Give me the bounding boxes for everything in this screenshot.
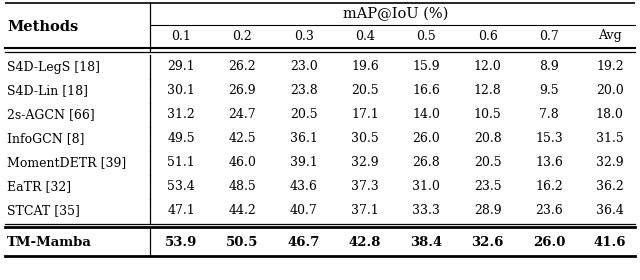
Text: 26.9: 26.9: [228, 85, 256, 97]
Text: 17.1: 17.1: [351, 109, 379, 122]
Text: 30.1: 30.1: [167, 85, 195, 97]
Text: EaTR [32]: EaTR [32]: [7, 181, 71, 193]
Text: 19.2: 19.2: [596, 60, 623, 74]
Text: 31.5: 31.5: [596, 132, 623, 146]
Text: 23.8: 23.8: [290, 85, 317, 97]
Text: 36.1: 36.1: [290, 132, 317, 146]
Text: 14.0: 14.0: [412, 109, 440, 122]
Text: 23.6: 23.6: [535, 204, 563, 218]
Text: 51.1: 51.1: [167, 157, 195, 169]
Text: 26.0: 26.0: [532, 235, 565, 249]
Text: 36.4: 36.4: [596, 204, 624, 218]
Text: 23.5: 23.5: [474, 181, 501, 193]
Text: 42.5: 42.5: [228, 132, 256, 146]
Text: InfoGCN [8]: InfoGCN [8]: [7, 132, 84, 146]
Text: 31.2: 31.2: [167, 109, 195, 122]
Text: 32.6: 32.6: [472, 235, 504, 249]
Text: 26.0: 26.0: [412, 132, 440, 146]
Text: 19.6: 19.6: [351, 60, 379, 74]
Text: 46.0: 46.0: [228, 157, 256, 169]
Text: 41.6: 41.6: [593, 235, 626, 249]
Text: 32.9: 32.9: [596, 157, 623, 169]
Text: 26.8: 26.8: [412, 157, 440, 169]
Text: 20.5: 20.5: [290, 109, 317, 122]
Text: 37.3: 37.3: [351, 181, 379, 193]
Text: 50.5: 50.5: [226, 235, 259, 249]
Text: 31.0: 31.0: [412, 181, 440, 193]
Text: 8.9: 8.9: [539, 60, 559, 74]
Text: 49.5: 49.5: [167, 132, 195, 146]
Text: 2s-AGCN [66]: 2s-AGCN [66]: [7, 109, 95, 122]
Text: MomentDETR [39]: MomentDETR [39]: [7, 157, 126, 169]
Text: 13.6: 13.6: [535, 157, 563, 169]
Text: 33.3: 33.3: [412, 204, 440, 218]
Text: 7.8: 7.8: [539, 109, 559, 122]
Text: 12.0: 12.0: [474, 60, 502, 74]
Text: TM-Mamba: TM-Mamba: [7, 235, 92, 249]
Text: 0.4: 0.4: [355, 29, 375, 43]
Text: 47.1: 47.1: [167, 204, 195, 218]
Text: 23.0: 23.0: [290, 60, 317, 74]
Text: 30.5: 30.5: [351, 132, 379, 146]
Text: 53.9: 53.9: [165, 235, 197, 249]
Text: 20.5: 20.5: [351, 85, 379, 97]
Text: S4D-LegS [18]: S4D-LegS [18]: [7, 60, 100, 74]
Text: 15.3: 15.3: [535, 132, 563, 146]
Text: 20.8: 20.8: [474, 132, 502, 146]
Text: S4D-Lin [18]: S4D-Lin [18]: [7, 85, 88, 97]
Text: 39.1: 39.1: [290, 157, 317, 169]
Text: 46.7: 46.7: [287, 235, 320, 249]
Text: 26.2: 26.2: [228, 60, 256, 74]
Text: mAP@IoU (%): mAP@IoU (%): [342, 7, 448, 21]
Text: Methods: Methods: [7, 20, 78, 34]
Text: 0.5: 0.5: [417, 29, 436, 43]
Text: 38.4: 38.4: [410, 235, 442, 249]
Text: 0.1: 0.1: [171, 29, 191, 43]
Text: 20.5: 20.5: [474, 157, 501, 169]
Text: 0.3: 0.3: [294, 29, 314, 43]
Text: 12.8: 12.8: [474, 85, 502, 97]
Text: 0.2: 0.2: [232, 29, 252, 43]
Text: 48.5: 48.5: [228, 181, 256, 193]
Text: 37.1: 37.1: [351, 204, 379, 218]
Text: 20.0: 20.0: [596, 85, 623, 97]
Text: 43.6: 43.6: [290, 181, 317, 193]
Text: 0.7: 0.7: [539, 29, 559, 43]
Text: 36.2: 36.2: [596, 181, 623, 193]
Text: 18.0: 18.0: [596, 109, 624, 122]
Text: 32.9: 32.9: [351, 157, 379, 169]
Text: 40.7: 40.7: [290, 204, 317, 218]
Text: 15.9: 15.9: [413, 60, 440, 74]
Text: 28.9: 28.9: [474, 204, 501, 218]
Text: 44.2: 44.2: [228, 204, 256, 218]
Text: 9.5: 9.5: [539, 85, 559, 97]
Text: 16.6: 16.6: [412, 85, 440, 97]
Text: 10.5: 10.5: [474, 109, 502, 122]
Text: 16.2: 16.2: [535, 181, 563, 193]
Text: 42.8: 42.8: [349, 235, 381, 249]
Text: 24.7: 24.7: [228, 109, 256, 122]
Text: 0.6: 0.6: [477, 29, 497, 43]
Text: 53.4: 53.4: [167, 181, 195, 193]
Text: 29.1: 29.1: [167, 60, 195, 74]
Text: STCAT [35]: STCAT [35]: [7, 204, 80, 218]
Text: Avg: Avg: [598, 29, 621, 43]
